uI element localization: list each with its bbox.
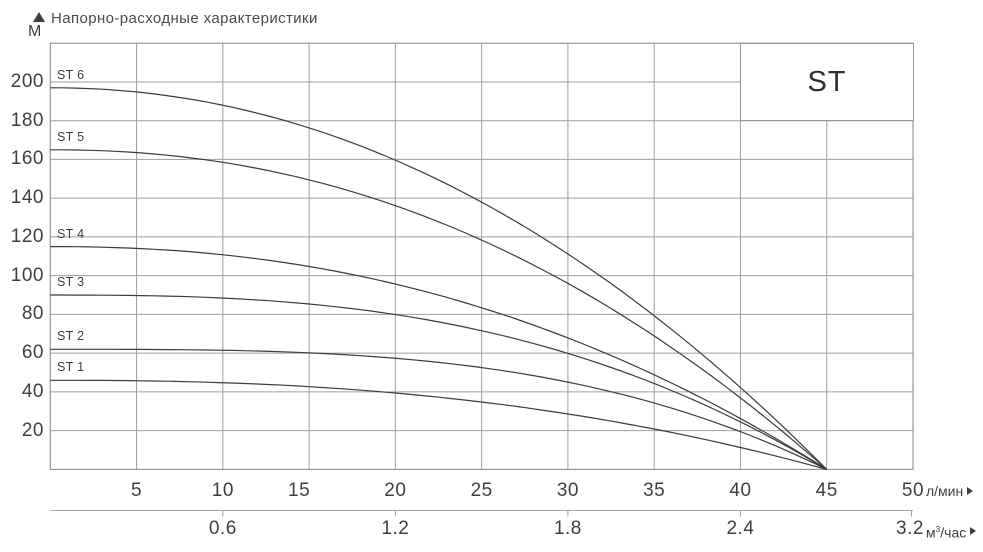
primary-x-axis-unit: л/мин <box>926 483 974 499</box>
y-axis-up-triangle-icon <box>33 12 45 22</box>
y-tick-label: 20 <box>21 419 44 441</box>
primary-x-axis-unit-text: л/мин <box>926 483 964 499</box>
x-tick-label: 20 <box>384 480 407 501</box>
curve-label-st-2: ST 2 <box>57 329 85 344</box>
x-tick-label: 30 <box>556 480 579 501</box>
x-tick-label: 50 <box>901 480 925 501</box>
plot-border <box>49 42 914 470</box>
curve-st-4 <box>50 246 828 470</box>
x-tick-label: 45 <box>815 480 838 501</box>
right-triangle-icon <box>967 487 974 495</box>
series-family-label-box: ST <box>740 43 914 121</box>
x2-tick-label: 2.4 <box>726 518 755 539</box>
curve-st-3 <box>50 294 828 470</box>
x2-tick-label: 0.6 <box>208 518 237 539</box>
curve-st-5 <box>50 149 828 470</box>
chart-title: Напорно-расходные характеристики <box>51 10 318 27</box>
x-tick-label: 35 <box>643 480 666 501</box>
y-tick-label: 40 <box>21 380 44 402</box>
secondary-x-axis-unit: м3/час <box>926 521 977 541</box>
x2-tick-label: 1.2 <box>381 518 410 539</box>
y-tick-label: 60 <box>21 342 44 364</box>
x-tick-label: 5 <box>131 480 143 501</box>
curve-label-st-1: ST 1 <box>57 360 85 375</box>
y-tick-label: 180 <box>10 109 44 131</box>
y-tick-label: 100 <box>10 264 44 286</box>
curve-label-st-3: ST 3 <box>57 275 85 290</box>
curve-label-st-4: ST 4 <box>57 226 85 241</box>
secondary-x-axis-unit-text: м3/час <box>926 524 967 541</box>
y-tick-label: 80 <box>21 303 44 325</box>
x-tick-label: 25 <box>470 480 493 501</box>
curve-st-6 <box>50 87 828 470</box>
x-tick-label: 40 <box>729 480 752 501</box>
x2-tick-label: 1.8 <box>553 518 582 539</box>
y-tick-label: 140 <box>10 187 44 209</box>
curve-label-st-5: ST 5 <box>57 129 85 144</box>
curve-label-st-6: ST 6 <box>57 67 85 82</box>
curve-st-1 <box>50 379 827 470</box>
curve-st-2 <box>50 348 827 470</box>
x-tick-label: 15 <box>288 480 311 501</box>
y-tick-label: 160 <box>10 148 44 170</box>
y-tick-label: 120 <box>10 225 44 247</box>
series-family-label: ST <box>807 65 847 98</box>
y-tick-label: 200 <box>10 70 44 92</box>
y-axis-unit-label: М <box>28 23 42 40</box>
right-triangle-icon <box>970 526 977 535</box>
x2-tick-label: 3.2 <box>896 518 924 539</box>
x-tick-label: 10 <box>211 480 234 501</box>
